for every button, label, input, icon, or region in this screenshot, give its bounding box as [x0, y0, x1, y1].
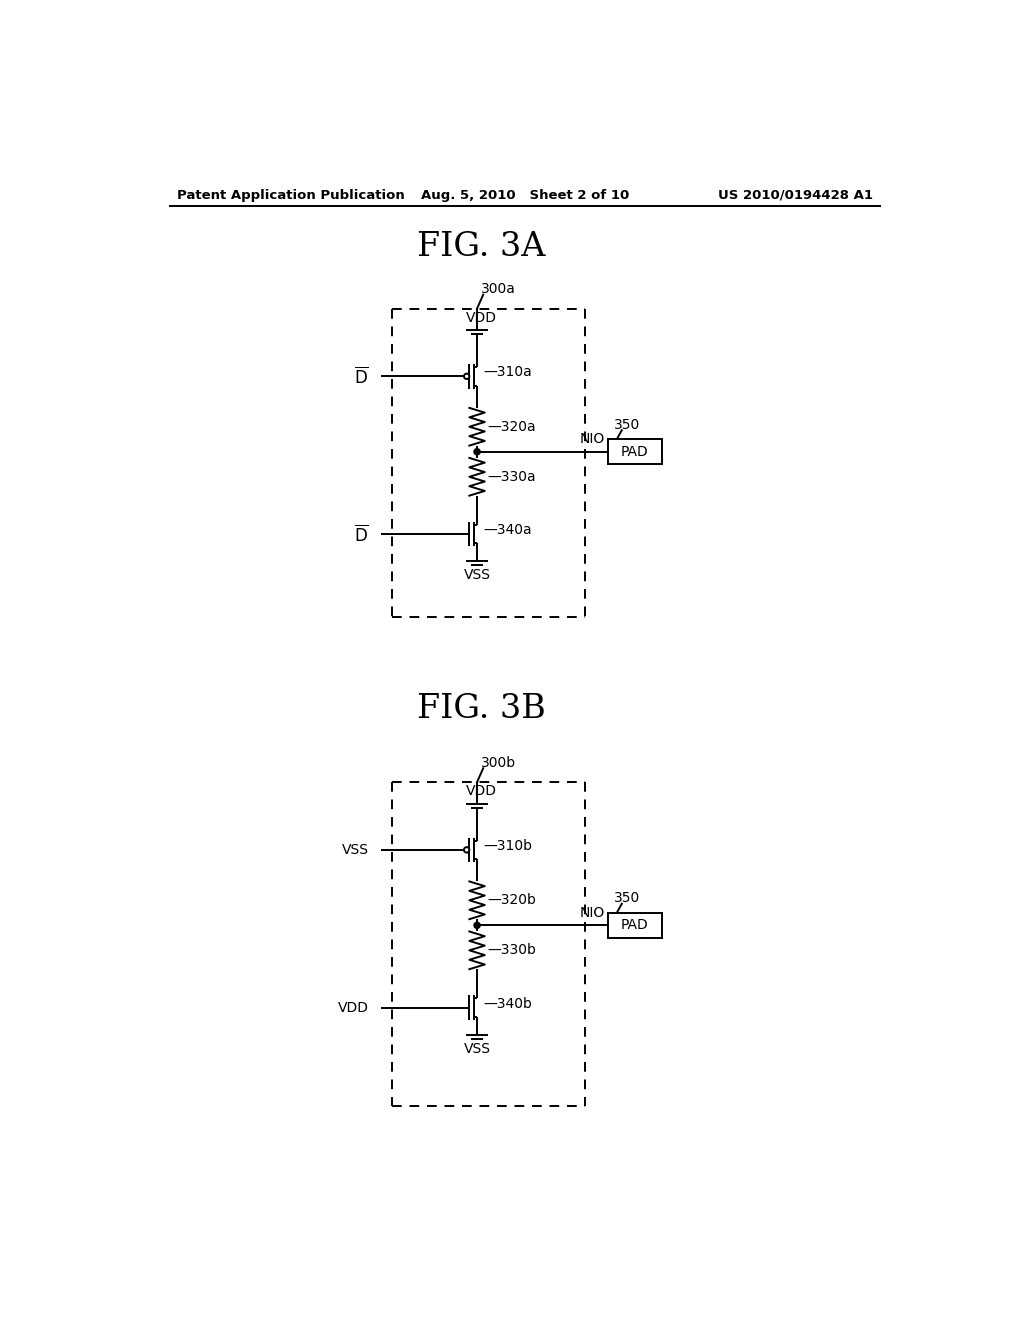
Text: —310b: —310b [483, 840, 532, 853]
Text: PAD: PAD [621, 919, 649, 932]
Circle shape [474, 449, 480, 455]
Text: —320a: —320a [487, 420, 537, 434]
Text: —340a: —340a [483, 523, 531, 537]
Text: $\overline{\mathsf{D}}$: $\overline{\mathsf{D}}$ [354, 524, 370, 545]
Text: NIO: NIO [580, 433, 605, 446]
Text: —340b: —340b [483, 997, 532, 1011]
Text: VSS: VSS [464, 1041, 490, 1056]
Text: FIG. 3B: FIG. 3B [417, 693, 546, 725]
Text: VDD: VDD [466, 784, 497, 799]
Text: PAD: PAD [621, 445, 649, 459]
Text: Patent Application Publication: Patent Application Publication [177, 189, 404, 202]
Circle shape [464, 374, 469, 379]
Text: 300b: 300b [481, 756, 516, 770]
Text: VDD: VDD [466, 310, 497, 325]
Circle shape [474, 923, 480, 928]
Bar [608, 913, 662, 937]
Text: NIO: NIO [580, 906, 605, 920]
Text: VDD: VDD [338, 1001, 370, 1015]
Text: —310a: —310a [483, 366, 532, 379]
Text: 350: 350 [614, 891, 640, 906]
Circle shape [464, 847, 469, 853]
Text: VSS: VSS [342, 843, 370, 857]
Text: US 2010/0194428 A1: US 2010/0194428 A1 [718, 189, 872, 202]
Bar [608, 440, 662, 465]
Text: FIG. 3A: FIG. 3A [417, 231, 545, 263]
Text: —330b: —330b [487, 944, 537, 957]
Text: VSS: VSS [464, 568, 490, 582]
Text: —330a: —330a [487, 470, 537, 484]
Text: —320b: —320b [487, 894, 537, 907]
Text: 300a: 300a [481, 282, 516, 296]
Text: $\overline{\mathsf{D}}$: $\overline{\mathsf{D}}$ [354, 366, 370, 387]
Text: Aug. 5, 2010   Sheet 2 of 10: Aug. 5, 2010 Sheet 2 of 10 [421, 189, 629, 202]
Text: 350: 350 [614, 418, 640, 432]
